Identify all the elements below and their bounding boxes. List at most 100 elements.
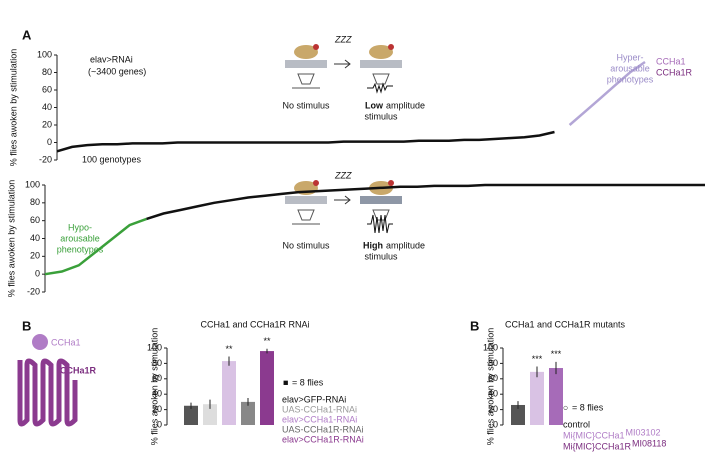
speaker <box>297 209 315 221</box>
diagram-label: stimulus <box>364 111 398 121</box>
annotation: 100 genotypes <box>82 154 142 164</box>
y-tick-label: 40 <box>42 102 52 112</box>
category-superscript: MI03102 <box>626 427 661 437</box>
chart-title: CCHa1 and CCHa1R RNAi <box>200 319 309 329</box>
fly <box>294 45 318 59</box>
significance: ** <box>263 336 271 346</box>
stimulus-diagram: ZZZ No stimulus Low amplitude stimulus <box>282 34 425 121</box>
annotation: (~3400 genes) <box>88 66 146 76</box>
annotation: Hyper- <box>616 52 643 62</box>
annotation: phenotypes <box>57 244 104 254</box>
bar <box>549 368 563 425</box>
zzz: ZZZ <box>334 34 352 44</box>
fly-eye <box>388 44 394 50</box>
waveform <box>367 82 393 94</box>
dot-note: = 8 flies <box>572 402 604 412</box>
data-line <box>44 217 147 276</box>
diagram-label: No stimulus <box>282 240 330 250</box>
dot-symbol: ■ <box>283 377 288 387</box>
bar <box>511 404 525 425</box>
ligand-label: CCHa1 <box>51 337 81 347</box>
arrow <box>334 59 351 69</box>
y-tick-label: 60 <box>152 373 162 383</box>
fly <box>369 45 393 59</box>
y-tick-label: 100 <box>37 49 52 59</box>
significance: *** <box>532 354 543 364</box>
significance: ** <box>225 344 233 354</box>
y-tick-label: 40 <box>152 389 162 399</box>
waveform <box>367 214 393 234</box>
category-superscript: MI08118 <box>632 438 666 448</box>
y-tick-label: 20 <box>42 119 52 129</box>
y-tick-label: 0 <box>35 269 40 279</box>
annotation: CCHa1 <box>656 56 686 66</box>
speaker <box>297 73 315 85</box>
annotation: phenotypes <box>607 74 654 84</box>
receptor <box>17 358 78 427</box>
y-axis-label: % flies awoken by stimulation <box>6 180 16 298</box>
data-line <box>146 183 705 221</box>
data-line <box>56 130 555 153</box>
y-tick-label: 40 <box>488 389 498 399</box>
y-tick-label: 80 <box>30 197 40 207</box>
bar <box>260 351 274 425</box>
annotation: Hypo- <box>68 222 92 232</box>
category-label: elav>GFP-RNAi <box>282 394 346 404</box>
arrow <box>334 195 351 205</box>
y-tick-label: 80 <box>42 67 52 77</box>
dot-symbol: ○ <box>563 402 568 412</box>
y-tick-label: 20 <box>488 404 498 414</box>
bar <box>222 361 236 425</box>
category-label: Mi{MIC}CCHa1R <box>563 441 632 451</box>
y-tick-label: 0 <box>47 137 52 147</box>
bar <box>530 371 544 425</box>
dot-note: = 8 flies <box>292 377 324 387</box>
bar <box>184 405 198 425</box>
platform <box>285 60 327 68</box>
y-tick-label: 100 <box>483 342 498 352</box>
platform <box>360 60 402 68</box>
speaker <box>372 73 390 85</box>
diagram-label: amplitude <box>386 240 425 250</box>
annotation: elav>RNAi <box>90 54 133 64</box>
y-tick-label: 20 <box>30 251 40 261</box>
platform <box>360 196 402 204</box>
panel-label: B <box>470 318 479 333</box>
category-label: UAS-CCHa1R-RNAi <box>282 424 364 434</box>
y-tick-label: -20 <box>39 154 52 164</box>
annotation: arousable <box>610 63 650 73</box>
y-axis-label: % flies awoken by stimulation <box>485 328 495 446</box>
diagram-label: Low <box>365 100 384 110</box>
data-line <box>568 60 646 126</box>
bar <box>203 404 217 425</box>
diagram-label: High <box>363 240 383 250</box>
category-label: elav>CCHa1-RNAi <box>282 414 357 424</box>
y-tick-label: 100 <box>147 342 162 352</box>
bar <box>241 401 255 425</box>
diagram-label: stimulus <box>364 251 398 261</box>
category-label: elav>CCHa1R-RNAi <box>282 434 364 444</box>
receptor-label: CCHa1R <box>60 365 97 375</box>
y-tick-label: 100 <box>25 179 40 189</box>
diagram-label: amplitude <box>386 100 425 110</box>
y-tick-label: 0 <box>493 419 498 429</box>
chart-title: CCHa1 and CCHa1R mutants <box>505 319 626 329</box>
platform <box>285 196 327 204</box>
annotation: CCHa1R <box>656 67 693 77</box>
panel-label: A <box>22 27 32 42</box>
y-tick-label: 80 <box>152 358 162 368</box>
y-tick-label: 20 <box>152 404 162 414</box>
fly-eye <box>313 180 319 186</box>
y-tick-label: 60 <box>30 215 40 225</box>
panel-label: B <box>22 318 31 333</box>
y-tick-label: 60 <box>42 84 52 94</box>
fly-eye <box>388 180 394 186</box>
y-axis-label: % flies awoken by stimulation <box>8 49 18 167</box>
category-label: control <box>563 419 590 429</box>
y-tick-label: 0 <box>157 419 162 429</box>
y-tick-label: 40 <box>30 233 40 243</box>
y-tick-label: 60 <box>488 373 498 383</box>
stimulus-diagram: ZZZ No stimulus High amplitude stimulus <box>282 170 425 261</box>
y-tick-label: -20 <box>27 286 40 296</box>
